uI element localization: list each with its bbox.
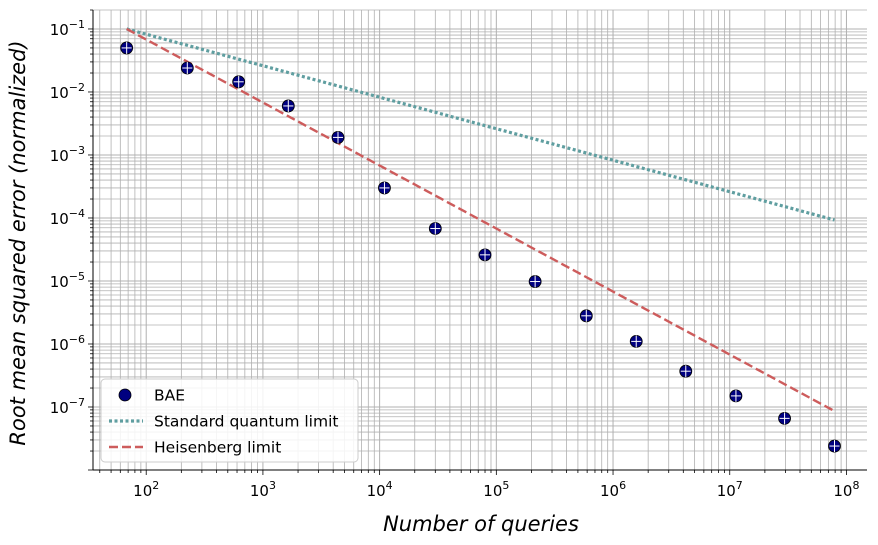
tick-labels: 102 103 104 105 106 107 108 10−1 10−2 10−3 10−4 10−… — [50, 18, 860, 500]
bae-point — [778, 411, 791, 425]
legend-entry: Heisenberg limit — [109, 439, 281, 457]
legend: BAE Standard quantum limit Heisenberg limi… — [100, 378, 359, 463]
legend-entry: Standard quantum limit — [109, 413, 338, 431]
legend-box — [100, 378, 359, 463]
heisenberg-line — [126, 27, 836, 413]
x-axis-title: Number of queries — [383, 512, 579, 536]
bae-point — [679, 364, 693, 378]
legend-label: BAE — [154, 387, 185, 405]
legend-label: Standard quantum limit — [154, 413, 338, 431]
y-tick-label: 10−4 — [50, 207, 85, 228]
x-tick-label: 105 — [483, 479, 509, 500]
y-tick-label: 10−5 — [50, 270, 85, 291]
bae-point — [120, 41, 134, 55]
y-tick-label: 10−1 — [50, 18, 85, 39]
plot-series — [120, 27, 841, 453]
y-tick-label: 10−3 — [50, 144, 85, 165]
bae-point — [378, 181, 391, 195]
bae-point — [428, 222, 442, 235]
x-tick-label: 108 — [833, 479, 859, 500]
bae-point — [579, 309, 593, 323]
y-tick-label: 10−6 — [50, 333, 85, 354]
bae-point — [528, 275, 542, 288]
y-tick-label: 10−7 — [50, 396, 85, 417]
x-tick-label: 102 — [133, 479, 159, 500]
y-tick-label: 10−2 — [50, 81, 85, 102]
grid-lines — [93, 9, 867, 471]
legend-label: Heisenberg limit — [154, 439, 281, 457]
bae-point — [828, 439, 841, 453]
x-tick-label: 103 — [250, 479, 276, 500]
x-tick-label: 107 — [717, 479, 743, 500]
bae-point — [729, 389, 743, 403]
bae-point — [232, 75, 246, 89]
sql-line — [126, 27, 835, 222]
y-axis-title: Root mean squared error (normalized) — [6, 40, 30, 445]
legend-entry: BAE — [118, 387, 185, 405]
x-tick-label: 104 — [367, 479, 393, 500]
bae-point — [478, 248, 492, 262]
bae-point — [281, 99, 295, 113]
bae-point — [331, 131, 345, 144]
bae-point — [180, 61, 194, 75]
axes — [88, 9, 867, 475]
x-tick-label: 106 — [600, 479, 626, 500]
legend-marker — [118, 388, 132, 402]
bae-point — [629, 334, 643, 348]
